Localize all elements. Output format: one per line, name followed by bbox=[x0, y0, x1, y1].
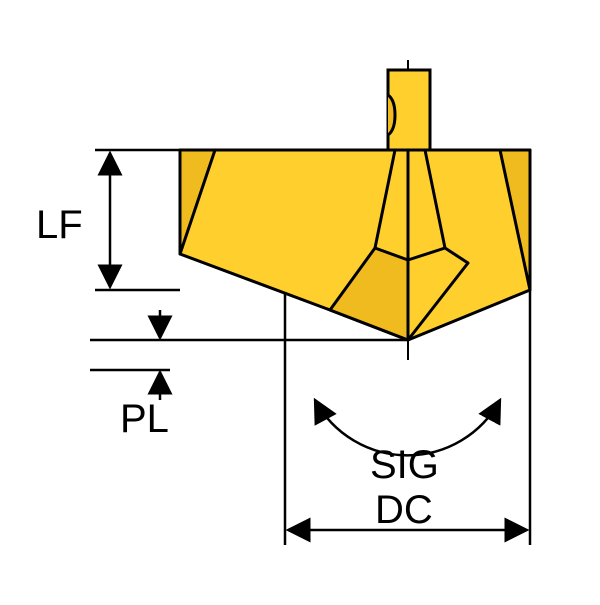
label-lf: LF bbox=[36, 203, 83, 247]
dimension-pl: PL bbox=[90, 310, 408, 441]
drill-head bbox=[180, 70, 530, 340]
label-sig: SIG bbox=[370, 443, 439, 487]
dimension-lf: LF bbox=[36, 150, 180, 290]
label-pl: PL bbox=[120, 397, 169, 441]
technical-diagram: LF PL SIG DC bbox=[0, 0, 600, 600]
label-dc: DC bbox=[375, 488, 433, 532]
